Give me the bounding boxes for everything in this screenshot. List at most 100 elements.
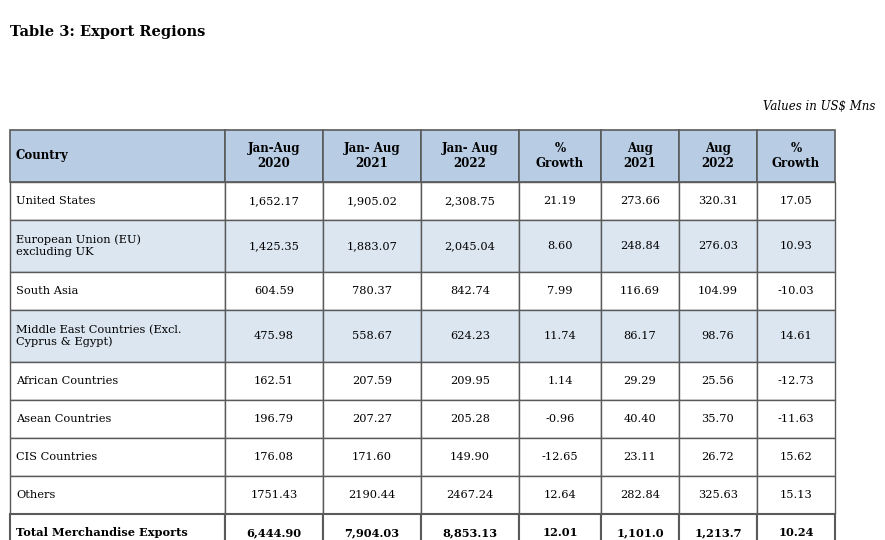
Text: 6,444.90: 6,444.90: [246, 528, 302, 538]
Text: 104.99: 104.99: [698, 286, 738, 296]
Text: 196.79: 196.79: [254, 414, 294, 424]
Bar: [519, 220, 601, 272]
Bar: [679, 400, 757, 438]
Bar: [225, 310, 323, 362]
Text: 273.66: 273.66: [620, 196, 660, 206]
Bar: [757, 438, 835, 476]
Bar: [757, 130, 835, 182]
Bar: [601, 476, 679, 514]
Text: 207.59: 207.59: [352, 376, 392, 386]
Bar: [519, 272, 601, 310]
Text: Aug
2022: Aug 2022: [702, 142, 735, 170]
Text: 149.90: 149.90: [450, 452, 490, 462]
Bar: [601, 438, 679, 476]
Bar: [757, 476, 835, 514]
Bar: [757, 182, 835, 220]
Bar: [10, 220, 225, 272]
Text: European Union (EU)
excluding UK: European Union (EU) excluding UK: [16, 235, 141, 257]
Bar: [679, 272, 757, 310]
Bar: [323, 220, 421, 272]
Bar: [519, 362, 601, 400]
Bar: [323, 514, 421, 540]
Text: Middle East Countries (Excl.
Cyprus & Egypt): Middle East Countries (Excl. Cyprus & Eg…: [16, 325, 181, 347]
Text: 604.59: 604.59: [254, 286, 294, 296]
Bar: [225, 362, 323, 400]
Text: 25.56: 25.56: [702, 376, 735, 386]
Text: 10.24: 10.24: [778, 528, 813, 538]
Bar: [225, 514, 323, 540]
Text: 98.76: 98.76: [702, 331, 735, 341]
Text: 780.37: 780.37: [352, 286, 392, 296]
Bar: [601, 220, 679, 272]
Text: 1,213.7: 1,213.7: [694, 528, 742, 538]
Text: Values in US$ Mns: Values in US$ Mns: [763, 100, 875, 113]
Bar: [757, 272, 835, 310]
Text: 17.05: 17.05: [780, 196, 812, 206]
Text: Jan-Aug
2020: Jan-Aug 2020: [248, 142, 300, 170]
Text: 8,853.13: 8,853.13: [442, 528, 497, 538]
Text: Table 3: Export Regions: Table 3: Export Regions: [10, 25, 205, 39]
Text: 2,308.75: 2,308.75: [444, 196, 496, 206]
Bar: [519, 310, 601, 362]
Text: United States: United States: [16, 196, 96, 206]
Text: 207.27: 207.27: [352, 414, 392, 424]
Bar: [421, 476, 519, 514]
Bar: [601, 130, 679, 182]
Text: 7.99: 7.99: [547, 286, 573, 296]
Text: African Countries: African Countries: [16, 376, 119, 386]
Bar: [679, 310, 757, 362]
Text: 205.28: 205.28: [450, 414, 490, 424]
Text: 8.60: 8.60: [547, 241, 573, 251]
Bar: [601, 362, 679, 400]
Text: %
Growth: % Growth: [772, 142, 820, 170]
Bar: [757, 220, 835, 272]
Text: Others: Others: [16, 490, 56, 500]
Bar: [679, 182, 757, 220]
Text: 23.11: 23.11: [624, 452, 657, 462]
Text: 116.69: 116.69: [620, 286, 660, 296]
Text: -12.73: -12.73: [778, 376, 814, 386]
Bar: [323, 272, 421, 310]
Bar: [421, 438, 519, 476]
Text: 2467.24: 2467.24: [446, 490, 494, 500]
Bar: [679, 130, 757, 182]
Text: -12.65: -12.65: [542, 452, 578, 462]
Bar: [601, 400, 679, 438]
Bar: [421, 310, 519, 362]
Text: 248.84: 248.84: [620, 241, 660, 251]
Text: 2,045.04: 2,045.04: [444, 241, 496, 251]
Bar: [323, 182, 421, 220]
Text: 1751.43: 1751.43: [250, 490, 297, 500]
Bar: [601, 514, 679, 540]
Bar: [10, 310, 225, 362]
Bar: [421, 220, 519, 272]
Bar: [519, 400, 601, 438]
Bar: [225, 476, 323, 514]
Bar: [679, 476, 757, 514]
Bar: [679, 220, 757, 272]
Text: Total Merchandise Exports: Total Merchandise Exports: [16, 528, 188, 538]
Bar: [519, 476, 601, 514]
Text: 276.03: 276.03: [698, 241, 738, 251]
Text: 162.51: 162.51: [254, 376, 294, 386]
Text: Jan- Aug
2022: Jan- Aug 2022: [442, 142, 498, 170]
Bar: [10, 400, 225, 438]
Bar: [421, 400, 519, 438]
Text: 842.74: 842.74: [450, 286, 490, 296]
Text: 1,905.02: 1,905.02: [347, 196, 397, 206]
Text: 558.67: 558.67: [352, 331, 392, 341]
Bar: [679, 514, 757, 540]
Bar: [323, 438, 421, 476]
Text: Asean Countries: Asean Countries: [16, 414, 112, 424]
Text: 26.72: 26.72: [702, 452, 735, 462]
Text: 1,101.0: 1,101.0: [616, 528, 664, 538]
Text: 475.98: 475.98: [254, 331, 294, 341]
Bar: [757, 362, 835, 400]
Bar: [601, 310, 679, 362]
Bar: [519, 438, 601, 476]
Bar: [10, 182, 225, 220]
Bar: [421, 514, 519, 540]
Bar: [225, 400, 323, 438]
Text: 2190.44: 2190.44: [349, 490, 396, 500]
Bar: [757, 310, 835, 362]
